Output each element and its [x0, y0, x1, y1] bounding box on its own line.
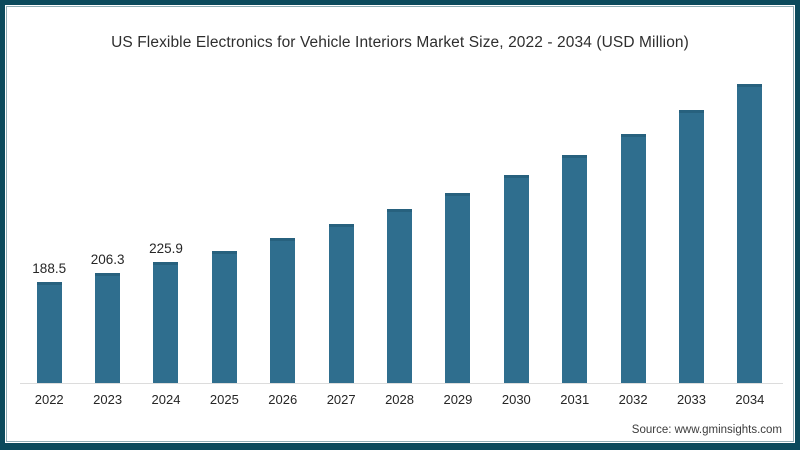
x-axis-label-2028: 2028 [385, 392, 414, 407]
bar-slot-2026 [254, 238, 312, 383]
bar-slot-2025 [195, 250, 253, 383]
x-axis-label-2033: 2033 [677, 392, 706, 407]
bar-2033 [678, 110, 704, 383]
bar-slot-2031 [546, 155, 604, 383]
x-axis-label-2023: 2023 [93, 392, 123, 407]
bar-value-label-2023: 206.3 [90, 251, 125, 267]
bar-2022 [36, 282, 62, 383]
bar-2030 [503, 174, 529, 383]
bar-slot-2023: 206.3 [78, 251, 136, 383]
bar-2034 [737, 84, 763, 383]
source-credit: Source: www.gminsights.com [631, 424, 782, 436]
x-axis-label-2034: 2034 [735, 392, 765, 407]
bar-2031 [562, 155, 588, 383]
x-axis-label-2024: 2024 [151, 392, 181, 407]
bar-slot-2022: 188.5 [20, 261, 78, 383]
bar-2032 [620, 133, 646, 383]
bar-slot-2032 [604, 133, 662, 383]
bar-slot-2034 [721, 84, 779, 383]
bar-2023 [95, 272, 121, 383]
x-axis-label-2031: 2031 [560, 392, 590, 407]
x-axis-label-2029: 2029 [443, 392, 473, 407]
bar-slot-2030 [487, 174, 545, 383]
bar-2025 [211, 250, 237, 383]
bar-slot-2024: 225.9 [137, 241, 195, 383]
bar-slot-2027 [312, 224, 370, 383]
x-axis-label-2026: 2026 [268, 392, 298, 407]
bar-value-label-2024: 225.9 [149, 241, 183, 256]
plot-area: 188.5 206.3 225.9 [20, 53, 779, 383]
x-axis-label-2032: 2032 [618, 392, 648, 407]
bar-2028 [387, 209, 413, 383]
bar-2027 [328, 224, 354, 383]
chart-title: US Flexible Electronics for Vehicle Inte… [111, 34, 689, 51]
x-axis-label-2025: 2025 [209, 392, 239, 407]
bar-slot-2028 [370, 209, 428, 383]
x-axis-line [20, 383, 783, 384]
x-axis-label-2030: 2030 [501, 392, 531, 407]
bar-value-label-2022: 188.5 [32, 261, 67, 276]
x-axis-label-2027: 2027 [326, 392, 356, 407]
bar-slot-2033 [662, 110, 720, 383]
bar-2029 [445, 192, 471, 383]
x-axis-label-2022: 2022 [34, 392, 64, 407]
x-axis-labels: 2022 2023 2024 2025 2026 2027 2028 2029 2030 2031… [20, 392, 779, 407]
bar-2024 [153, 262, 179, 383]
bar-2026 [270, 238, 296, 383]
bar-slot-2029 [429, 192, 487, 383]
